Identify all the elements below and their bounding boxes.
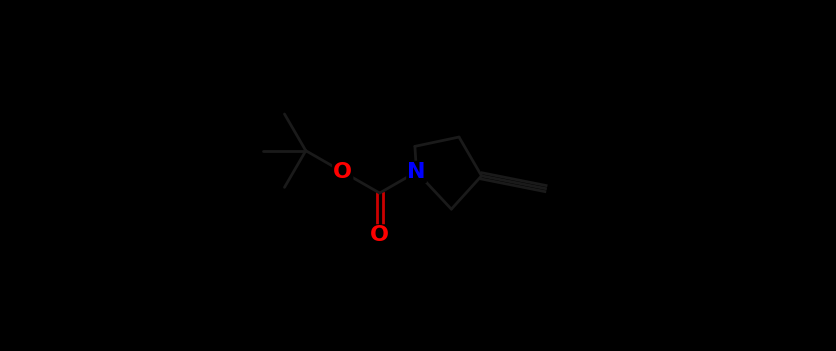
Text: O: O — [334, 162, 352, 182]
Text: O: O — [370, 225, 389, 245]
Text: N: N — [407, 162, 426, 182]
